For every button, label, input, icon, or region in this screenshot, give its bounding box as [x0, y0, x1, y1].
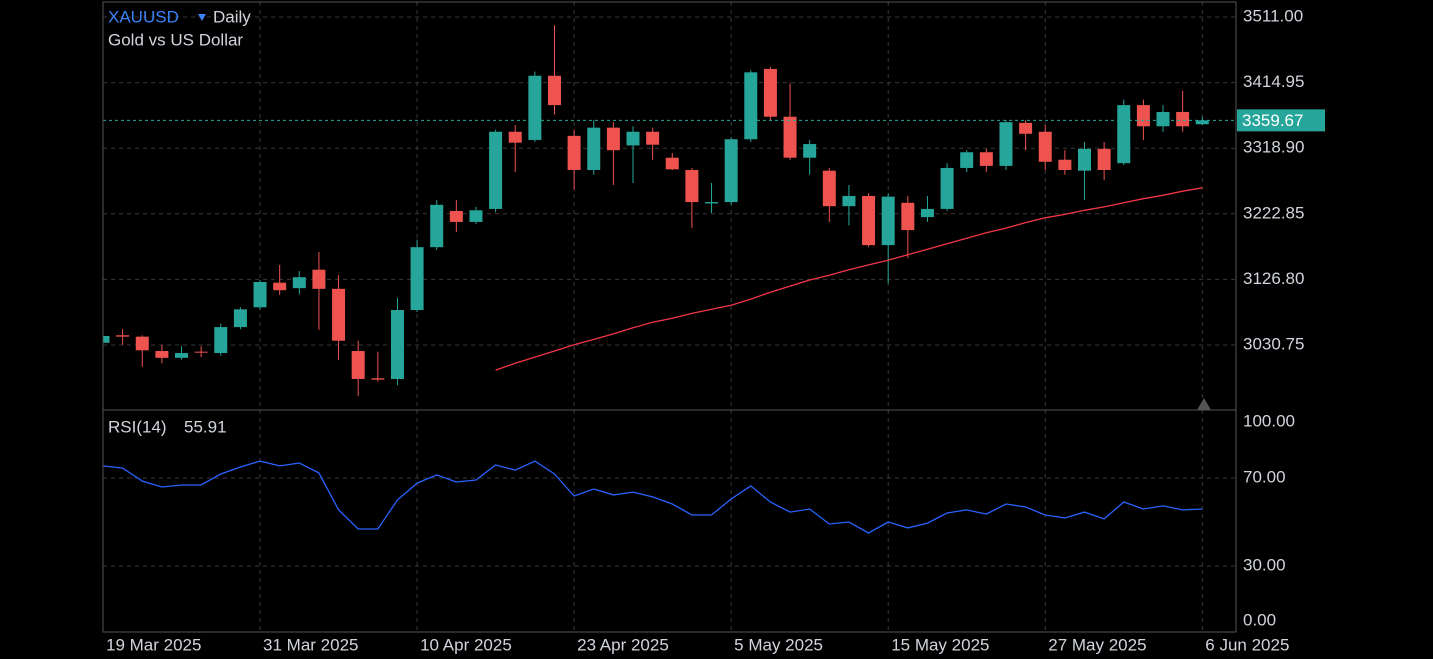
rsi-pane	[103, 460, 1203, 534]
candle-body	[390, 310, 404, 379]
y-tick-label: 3318.90	[1243, 138, 1304, 157]
candle-body	[194, 351, 208, 353]
rsi-title: RSI(14)	[108, 417, 167, 436]
candle-body	[312, 269, 326, 289]
last-price-label: 3359.67	[1242, 111, 1303, 130]
candle-body	[1019, 122, 1033, 134]
moving-average	[495, 187, 1203, 371]
x-tick-label: 5 May 2025	[734, 635, 823, 654]
candle-body	[449, 210, 463, 222]
candle-body	[508, 131, 522, 143]
description: Gold vs US Dollar	[108, 30, 243, 49]
last-price-box	[1237, 109, 1325, 132]
grid	[102, 2, 1236, 632]
candle-body	[292, 277, 306, 289]
candle-body	[116, 335, 130, 337]
candle-body	[489, 131, 503, 209]
candle-body	[803, 144, 817, 158]
symbol[interactable]: XAUUSD	[108, 7, 179, 26]
candle-body	[724, 139, 738, 203]
candle-body	[901, 202, 915, 231]
candle-body	[1058, 159, 1072, 170]
candle-body	[528, 75, 542, 140]
rsi-value: 55.91	[184, 417, 227, 436]
symbol-dropdown[interactable]	[198, 14, 206, 21]
y-tick-label: 3126.80	[1243, 269, 1304, 288]
interval: Daily	[213, 7, 251, 26]
scroll-marker	[1197, 398, 1211, 410]
candle-body	[135, 336, 149, 351]
x-tick-label: 19 Mar 2025	[106, 635, 201, 654]
candle-body	[567, 135, 581, 170]
candle-body	[410, 247, 424, 311]
candle-body	[371, 378, 385, 380]
y-tick-label: 3414.95	[1243, 72, 1304, 91]
candle-body	[1136, 105, 1150, 127]
rsi-tick-label: 100.00	[1243, 411, 1295, 430]
candle-body	[606, 127, 620, 151]
rsi-tick-label: 0.00	[1243, 610, 1276, 629]
candle-body	[1176, 111, 1190, 127]
frame	[102, 1, 1237, 633]
y-tick-label: 3030.75	[1243, 334, 1304, 353]
rsi-line	[103, 460, 1203, 534]
candle-body	[587, 127, 601, 170]
candle-body	[351, 350, 365, 379]
candle-body	[253, 282, 267, 308]
x-tick-label: 10 Apr 2025	[420, 635, 512, 654]
rsi-tick-label: 30.00	[1243, 555, 1286, 574]
x-tick-label: 27 May 2025	[1048, 635, 1146, 654]
x-tick-label: 31 Mar 2025	[263, 635, 358, 654]
candle-body	[103, 335, 110, 343]
candle-body	[626, 131, 640, 146]
candle-body	[1097, 148, 1111, 170]
x-tick-label: 23 Apr 2025	[577, 635, 669, 654]
candle-body	[1078, 148, 1091, 171]
candle-body	[273, 282, 287, 291]
candle-body	[940, 167, 954, 209]
x-tick-label: 15 May 2025	[891, 635, 989, 654]
candle-body	[1156, 111, 1170, 127]
candle-body	[744, 72, 758, 140]
y-tick-label: 3222.85	[1243, 203, 1304, 222]
candle-body	[842, 195, 856, 207]
candle-body	[430, 204, 444, 248]
candle-body	[665, 157, 679, 170]
candle-body	[705, 202, 719, 204]
candle-body	[862, 195, 876, 246]
y-tick-label: 3511.00	[1243, 6, 1303, 25]
candle-body	[155, 350, 169, 358]
candle-body	[920, 208, 934, 218]
axes: 3030.75 3126.80 3222.85 3318.90 3414.95 3511.…	[106, 6, 1325, 654]
candle-body	[783, 116, 797, 158]
candle-body	[999, 122, 1013, 166]
candle-body	[763, 68, 777, 117]
price-pane	[103, 25, 1236, 397]
rsi-tick-label: 70.00	[1243, 467, 1286, 486]
candle-body	[547, 75, 561, 106]
candle-body	[822, 170, 836, 207]
candle-body	[1117, 105, 1131, 164]
candle-body	[175, 353, 189, 358]
candle-body	[685, 169, 699, 203]
candle-body	[979, 152, 993, 166]
candle-body	[1038, 131, 1052, 162]
candle-body	[214, 327, 228, 354]
x-tick-label: 6 Jun 2025	[1205, 635, 1289, 654]
candle-body	[881, 196, 895, 246]
candle-body	[1195, 120, 1209, 125]
candle-body	[233, 309, 247, 328]
candle-body	[646, 131, 660, 145]
candle-body	[332, 288, 346, 341]
candle-body	[469, 210, 483, 222]
candle-body	[960, 152, 974, 168]
